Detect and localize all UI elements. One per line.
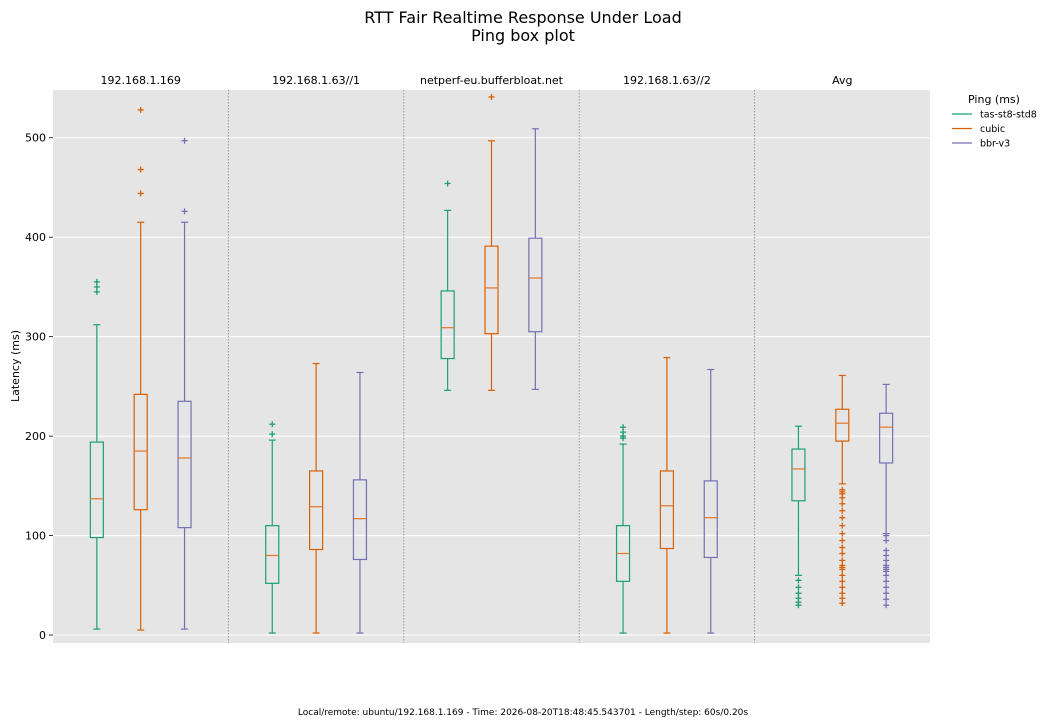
footer-text: Local/remote: ubuntu/192.168.1.169 - Tim… (298, 708, 749, 718)
y-tick-label: 300 (25, 331, 46, 344)
group-labels: 192.168.1.169 192.168.1.63//1 netperf-eu.b… (100, 74, 852, 87)
flier-point (839, 507, 846, 514)
group-label: 192.168.1.63//1 (272, 74, 360, 87)
box-body (89, 441, 104, 539)
box-body (703, 480, 718, 559)
flier-point (795, 577, 802, 584)
box-body (133, 393, 148, 511)
flier-point (883, 547, 890, 554)
flier-point (839, 530, 846, 537)
box-tas-st8-std8 (89, 278, 104, 630)
flier-point (839, 486, 846, 493)
flier-point (181, 208, 188, 215)
flier-point (883, 590, 890, 597)
box-cubic (659, 356, 675, 634)
box-cubic (484, 93, 499, 391)
flier-point (839, 557, 846, 564)
box-tas-st8-std8 (440, 180, 455, 391)
flier-point (839, 522, 846, 529)
box-body (659, 470, 675, 550)
box-cubic (309, 362, 324, 634)
flier-point (795, 590, 802, 597)
flier-point (839, 537, 846, 544)
box-body (835, 408, 850, 442)
box-cubic (835, 374, 850, 607)
flier-point (137, 166, 144, 173)
flier-point (620, 424, 627, 431)
flier-point (269, 421, 276, 428)
group-label: netperf-eu.bufferbloat.net (420, 74, 564, 87)
flier-point (883, 578, 890, 585)
flier-point (137, 190, 144, 197)
flier-point (839, 500, 846, 507)
group-label: Avg (832, 74, 852, 87)
box-body (528, 237, 543, 333)
flier-point (269, 431, 276, 438)
box-body (440, 290, 455, 360)
flier-point (181, 137, 188, 144)
box-body (309, 470, 324, 551)
box-tas-st8-std8 (791, 425, 806, 609)
flier-point (839, 544, 846, 551)
box-body (177, 400, 192, 529)
flier-point (488, 93, 495, 100)
flier-point (883, 596, 890, 603)
y-axis: 0 100 200 300 400 500 (25, 132, 53, 642)
flier-point (839, 550, 846, 557)
box-tas-st8-std8 (265, 421, 280, 634)
flier-point (839, 590, 846, 597)
box-bbr-v3 (703, 368, 718, 634)
legend: Ping (ms) tas-st8-std8 cubic bbr-v3 (952, 93, 1037, 150)
chart-title: RTT Fair Realtime Response Under Load (364, 8, 682, 27)
y-tick-label: 0 (39, 629, 46, 642)
legend-title: Ping (ms) (968, 93, 1020, 106)
flier-point (839, 584, 846, 591)
flier-point (795, 584, 802, 591)
flier-point (883, 584, 890, 591)
box-cubic (133, 106, 148, 631)
flier-point (93, 278, 100, 285)
group-dividers (227, 90, 755, 643)
box-body (484, 245, 499, 335)
box-body (879, 412, 894, 464)
group-label: 192.168.1.63//2 (623, 74, 711, 87)
y-tick-label: 400 (25, 231, 46, 244)
box-bbr-v3 (352, 371, 368, 634)
flier-point (839, 572, 846, 579)
flier-point (883, 602, 890, 609)
box-tas-st8-std8 (615, 424, 631, 634)
legend-label-tas-st8-std8: tas-st8-std8 (980, 110, 1037, 121)
box-body (791, 448, 806, 502)
flier-point (883, 532, 890, 539)
chart-subtitle: Ping box plot (471, 26, 575, 45)
y-tick-label: 100 (25, 530, 46, 543)
group-label: 192.168.1.169 (100, 74, 180, 87)
boxes (89, 93, 894, 634)
legend-label-bbr-v3: bbr-v3 (980, 139, 1010, 150)
flier-point (137, 106, 144, 113)
y-axis-label: Latency (ms) (9, 330, 22, 402)
box-bbr-v3 (177, 137, 192, 630)
flier-point (444, 180, 451, 187)
box-body (265, 525, 280, 584)
flier-point (839, 578, 846, 585)
box-body (352, 479, 368, 561)
box-bbr-v3 (879, 383, 894, 609)
flier-point (839, 514, 846, 521)
legend-label-cubic: cubic (980, 124, 1005, 135)
y-tick-label: 500 (25, 132, 46, 145)
y-tick-label: 200 (25, 430, 46, 443)
box-bbr-v3 (528, 128, 543, 390)
